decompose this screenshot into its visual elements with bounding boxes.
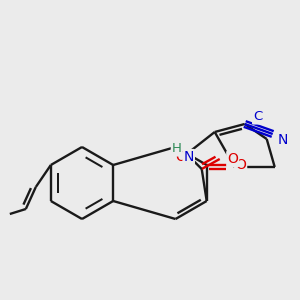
Text: C: C bbox=[253, 110, 262, 124]
Text: O: O bbox=[235, 158, 246, 172]
Text: O: O bbox=[227, 152, 238, 166]
Text: N: N bbox=[278, 133, 288, 147]
Text: H: H bbox=[172, 142, 182, 155]
Text: N: N bbox=[184, 150, 194, 164]
Text: O: O bbox=[175, 150, 186, 164]
